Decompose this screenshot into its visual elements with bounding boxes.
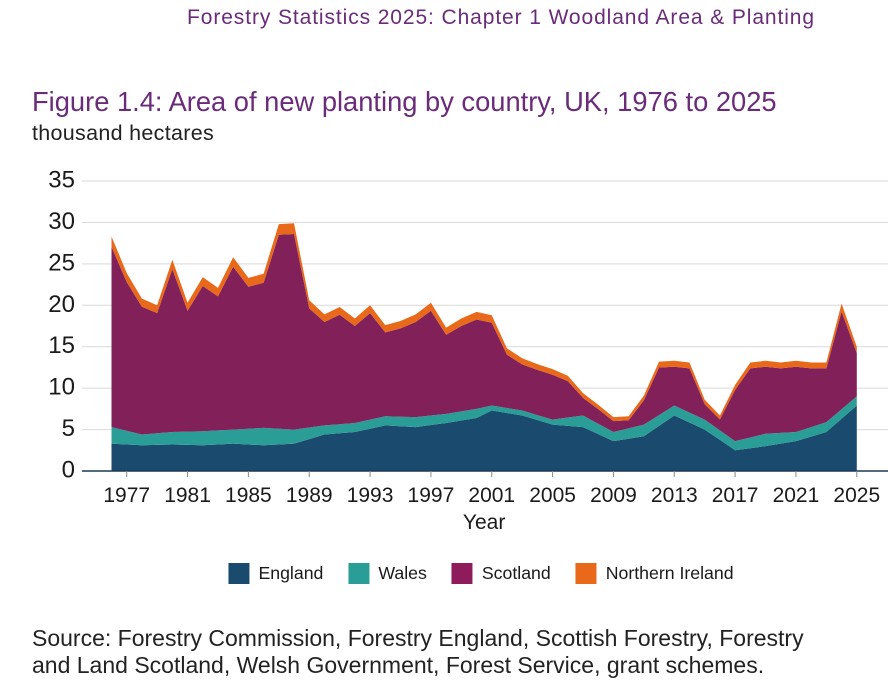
svg-text:1997: 1997: [408, 484, 455, 507]
svg-text:1977: 1977: [103, 484, 150, 507]
svg-text:2001: 2001: [468, 484, 515, 507]
svg-text:35: 35: [48, 167, 75, 194]
svg-text:2021: 2021: [773, 484, 820, 507]
svg-text:1981: 1981: [164, 484, 211, 507]
svg-text:5: 5: [62, 415, 75, 442]
svg-text:2017: 2017: [712, 484, 759, 507]
svg-text:25: 25: [48, 249, 75, 276]
svg-text:1993: 1993: [347, 484, 394, 507]
svg-text:15: 15: [48, 332, 75, 359]
svg-text:10: 10: [48, 374, 75, 401]
svg-text:2025: 2025: [833, 484, 880, 507]
svg-text:Year: Year: [463, 511, 505, 534]
svg-text:0: 0: [62, 457, 75, 484]
svg-text:2009: 2009: [590, 484, 637, 507]
svg-text:1989: 1989: [286, 484, 333, 507]
svg-text:2013: 2013: [651, 484, 698, 507]
svg-text:30: 30: [48, 208, 75, 235]
svg-text:1985: 1985: [225, 484, 272, 507]
svg-text:2005: 2005: [529, 484, 576, 507]
svg-text:20: 20: [48, 291, 75, 318]
